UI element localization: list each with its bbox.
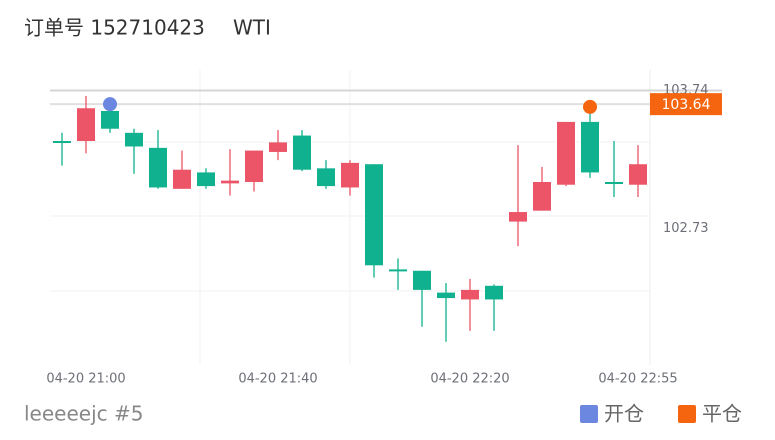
x-tick-label: 04-20 21:00 (46, 372, 125, 387)
x-tick-label: 04-20 22:55 (598, 372, 677, 387)
candle-body (461, 289, 479, 300)
footer: leeeeejc #5 (24, 402, 143, 426)
legend-swatch[interactable] (580, 405, 598, 423)
candle-body (389, 269, 407, 272)
candle-body (629, 164, 647, 185)
candle-body (437, 292, 455, 299)
candle-body (341, 162, 359, 188)
legend-label[interactable]: 开仓 (604, 402, 644, 426)
candle-body (605, 181, 623, 184)
candle-body (125, 132, 143, 147)
y-tick-label: 102.73 (663, 221, 709, 236)
legend-label[interactable]: 平仓 (702, 402, 742, 426)
legend-swatch[interactable] (678, 405, 696, 423)
candle-body (221, 180, 239, 184)
candle-body (317, 168, 335, 187)
candle-body (245, 150, 263, 182)
trade-marker (583, 99, 597, 114)
candle-body (581, 121, 599, 173)
candle-body (173, 169, 191, 189)
candle-body (269, 142, 287, 152)
x-tick-label: 04-20 21:40 (238, 372, 317, 387)
candle-body (77, 108, 95, 142)
candle-body (509, 212, 527, 222)
x-tick-label: 04-20 22:20 (430, 372, 509, 387)
chart-title: 订单号 152710423 (24, 16, 205, 40)
candle-body (149, 147, 167, 188)
candle-body (485, 285, 503, 300)
chart-subtitle: WTI (233, 16, 271, 40)
candle-body (413, 270, 431, 290)
candle-body (365, 164, 383, 266)
candle-body (53, 141, 71, 144)
candle-body (197, 172, 215, 187)
price-label-box (650, 93, 722, 116)
trade-marker (103, 97, 117, 112)
candle-body (101, 110, 119, 129)
price-label: 103.64 (662, 97, 711, 113)
candle-body (557, 121, 575, 185)
candle-body (293, 135, 311, 170)
candle-body (533, 181, 551, 211)
